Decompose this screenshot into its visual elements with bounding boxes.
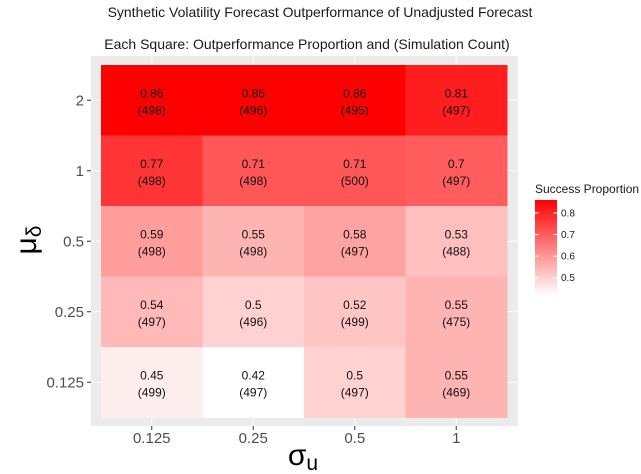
cell-count-label: (499) xyxy=(138,385,166,399)
chart-title: Synthetic Volatility Forecast Outperform… xyxy=(108,4,533,20)
cell-value-label: 0.55 xyxy=(445,368,469,382)
cell-count-label: (498) xyxy=(138,174,166,188)
cell-labels: 0.86 (498) 0.86 (496) 0.86 (495) 0.81 (497) 0.77… xyxy=(138,86,471,399)
legend: Success Proportion 0.5 0.6 0.7 0.8 xyxy=(535,182,639,295)
heatmap-cell xyxy=(202,347,305,418)
cell-value-label: 0.81 xyxy=(445,86,469,100)
cell-count-label: (475) xyxy=(442,315,470,329)
cell-value-label: 0.86 xyxy=(242,86,266,100)
heatmap-cell xyxy=(405,347,508,418)
y-tick-label: 0.5 xyxy=(63,233,84,250)
cell-value-label: 0.54 xyxy=(140,298,164,312)
cell-count-label: (498) xyxy=(138,103,166,117)
cell-value-label: 0.42 xyxy=(242,368,266,382)
x-axis-title: σu xyxy=(288,439,318,474)
heatmap-cell xyxy=(405,276,508,348)
legend-title: Success Proportion xyxy=(535,182,639,196)
y-tick-label: 2 xyxy=(76,92,84,109)
cell-count-label: (500) xyxy=(341,174,369,188)
cell-value-label: 0.71 xyxy=(343,157,367,171)
cell-count-label: (497) xyxy=(138,315,166,329)
y-axis-title-subscript: δ xyxy=(23,226,46,238)
cell-count-label: (497) xyxy=(341,385,369,399)
heatmap-cell xyxy=(304,347,406,418)
cell-value-label: 0.52 xyxy=(343,298,367,312)
heatmap-cell xyxy=(202,276,305,348)
cell-value-label: 0.59 xyxy=(140,227,164,241)
cell-count-label: (498) xyxy=(239,244,267,258)
heatmap-cell xyxy=(405,65,508,136)
heatmap-cell xyxy=(405,206,508,277)
cell-value-label: 0.55 xyxy=(242,227,266,241)
cell-count-label: (495) xyxy=(341,103,369,117)
cell-value-label: 0.5 xyxy=(245,298,262,312)
cell-count-label: (488) xyxy=(442,244,470,258)
heatmap-cell xyxy=(101,276,203,348)
heatmap-cell xyxy=(304,276,406,348)
heatmap-cell xyxy=(304,206,406,277)
y-axis-title: μδ xyxy=(10,226,46,255)
x-tick-label: 0.125 xyxy=(133,430,171,447)
legend-tick-label: 0.5 xyxy=(561,273,575,284)
heatmap-cell xyxy=(304,65,406,136)
cell-count-label: (498) xyxy=(239,174,267,188)
x-axis-title-subscript: u xyxy=(306,452,318,474)
legend-colorbar xyxy=(535,200,557,295)
cell-count-label: (497) xyxy=(341,244,369,258)
cell-value-label: 0.45 xyxy=(140,368,164,382)
legend-tick-label: 0.8 xyxy=(561,208,575,219)
cell-count-label: (469) xyxy=(442,385,470,399)
cell-value-label: 0.71 xyxy=(242,157,266,171)
heatmap-cells xyxy=(101,65,508,418)
cell-value-label: 0.58 xyxy=(343,227,367,241)
heatmap-cell xyxy=(101,135,203,207)
x-axis-title-symbol: σ xyxy=(288,439,307,472)
heatmap-cell xyxy=(202,135,305,207)
heatmap-cell xyxy=(304,135,406,207)
y-axis-title-symbol: μ xyxy=(10,237,43,254)
heatmap-cell xyxy=(101,206,203,277)
heatmap-cell xyxy=(405,135,508,207)
cell-count-label: (499) xyxy=(341,315,369,329)
legend-tick-label: 0.6 xyxy=(561,252,575,263)
x-tick-label: 1 xyxy=(452,430,460,447)
y-axis: 0.125 0.25 0.5 1 2 xyxy=(46,92,91,391)
cell-count-label: (496) xyxy=(239,103,267,117)
cell-value-label: 0.86 xyxy=(140,86,164,100)
x-tick-label: 0.5 xyxy=(344,430,365,447)
x-tick-label: 0.25 xyxy=(239,430,268,447)
cell-value-label: 0.77 xyxy=(140,157,164,171)
x-axis: 0.125 0.25 0.5 1 xyxy=(133,426,460,447)
cell-value-label: 0.86 xyxy=(343,86,367,100)
cell-count-label: (497) xyxy=(442,174,470,188)
cell-value-label: 0.5 xyxy=(346,368,363,382)
heatmap-cell xyxy=(202,65,305,136)
cell-count-label: (498) xyxy=(138,244,166,258)
cell-value-label: 0.55 xyxy=(445,298,469,312)
heatmap-cell xyxy=(101,347,203,418)
cell-count-label: (497) xyxy=(239,385,267,399)
legend-tick-label: 0.7 xyxy=(561,230,575,241)
cell-count-label: (497) xyxy=(442,103,470,117)
cell-value-label: 0.53 xyxy=(445,227,469,241)
y-tick-label: 0.125 xyxy=(46,374,84,391)
heatmap-cell xyxy=(202,206,305,277)
cell-value-label: 0.7 xyxy=(448,157,465,171)
chart-subtitle: Each Square: Outperformance Proportion a… xyxy=(104,36,509,52)
cell-count-label: (496) xyxy=(239,315,267,329)
y-tick-label: 1 xyxy=(76,163,84,180)
y-tick-label: 0.25 xyxy=(55,304,84,321)
heatmap-cell xyxy=(101,65,203,136)
